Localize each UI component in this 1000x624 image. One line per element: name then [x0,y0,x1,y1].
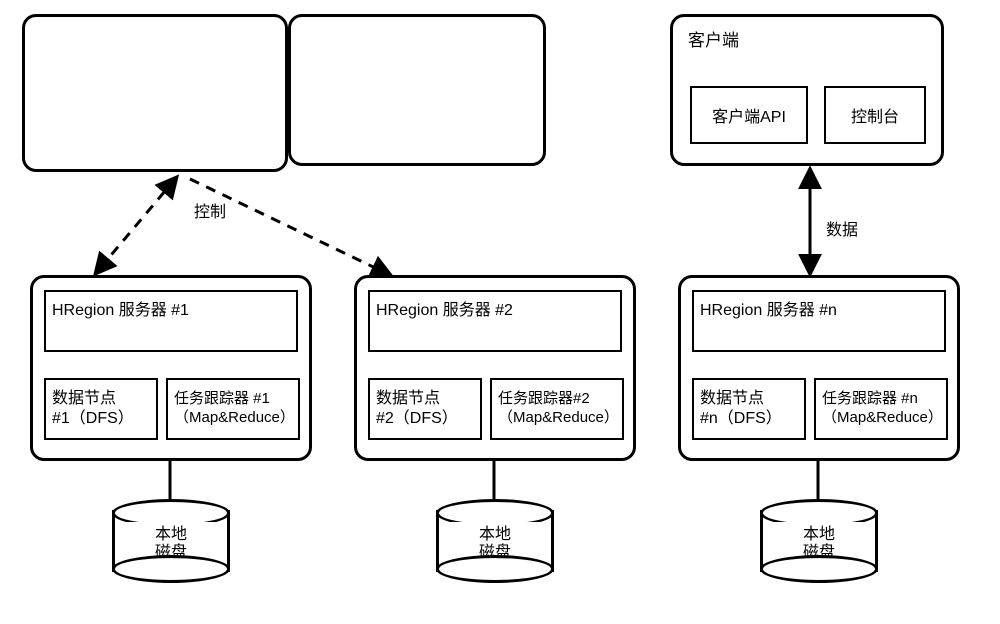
hadoop-box [288,14,546,166]
hregion-n-title: HRegion 服务器 #n [700,296,837,320]
hregion-n-datanode-l1: 数据节点 [700,389,764,409]
disk-1-l2: 磁盘 [155,544,187,561]
hregion-2-datanode-l1: 数据节点 [376,389,440,409]
client-title: 客户端 [688,26,739,51]
hregion-2-datanode-l2: #2（DFS） [376,409,458,429]
hregion-2-title-box: HRegion 服务器 #2 [368,290,622,352]
hregion-1-tracker-l2: （Map&Reduce） [174,409,295,428]
hregion-1-title-box: HRegion 服务器 #1 [44,290,298,352]
client-console-box: 控制台 [824,86,926,144]
hregion-1-tracker: 任务跟踪器 #1 （Map&Reduce） [166,378,300,440]
hregion-n-tracker: 任务跟踪器 #n （Map&Reduce） [814,378,948,440]
disk-1-l1: 本地 [155,526,187,543]
hregion-1-datanode: 数据节点 #1（DFS） [44,378,158,440]
hregion-1-title: HRegion 服务器 #1 [52,296,189,320]
control-label: 控制 [194,198,226,222]
client-api-box: 客户端API [690,86,808,144]
hregion-n-datanode-l2: #n（DFS） [700,409,782,429]
disk-n: 本地 磁盘 [760,510,878,572]
hregion-2-datanode: 数据节点 #2（DFS） [368,378,482,440]
disk-n-l1: 本地 [803,526,835,543]
hregion-2-title: HRegion 服务器 #2 [376,296,513,320]
hregion-n-tracker-l1: 任务跟踪器 #n [822,390,918,409]
hregion-1-tracker-l1: 任务跟踪器 #1 [174,390,270,409]
hregion-2-tracker: 任务跟踪器#2 （Map&Reduce） [490,378,624,440]
hregion-1-datanode-l2: #1（DFS） [52,409,134,429]
disk-2-l2: 磁盘 [479,544,511,561]
hregion-n-tracker-l2: （Map&Reduce） [822,409,943,428]
client-console-label: 控制台 [851,103,899,127]
disk-2: 本地 磁盘 [436,510,554,572]
disk-n-l2: 磁盘 [803,544,835,561]
hregion-n-datanode: 数据节点 #n（DFS） [692,378,806,440]
disk-1: 本地 磁盘 [112,510,230,572]
data-label: 数据 [826,216,858,240]
hregion-2-tracker-l1: 任务跟踪器#2 [498,390,590,409]
disk-2-l1: 本地 [479,526,511,543]
hregion-1-datanode-l1: 数据节点 [52,389,116,409]
hregion-n-title-box: HRegion 服务器 #n [692,290,946,352]
hmaster-box [22,14,288,172]
hregion-2-tracker-l2: （Map&Reduce） [498,409,619,428]
client-api-label: 客户端API [712,103,786,127]
